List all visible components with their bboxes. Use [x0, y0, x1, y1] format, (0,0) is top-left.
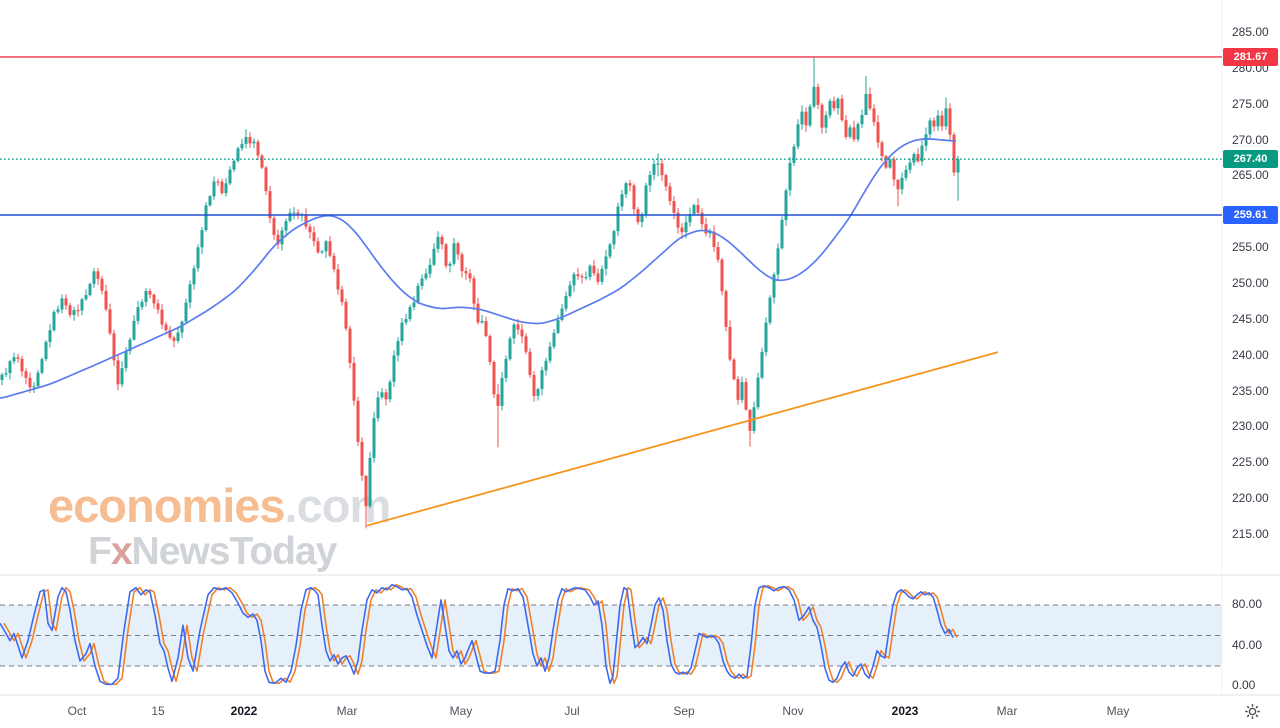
ascending-trendline[interactable] [366, 351, 999, 527]
time-axis-label: Oct [67, 704, 87, 718]
price-axis-label: 275.00 [1232, 96, 1269, 111]
price-axis-label: 215.00 [1232, 526, 1269, 541]
indicator-axis-label: 0.00 [1232, 678, 1256, 693]
price-badge: 281.67 [1223, 47, 1278, 66]
time-axis-label: 2022 [230, 704, 258, 718]
price-axis-label: 245.00 [1232, 311, 1269, 326]
price-axis-label: 250.00 [1232, 275, 1269, 290]
time-axis-label: May [1106, 704, 1130, 718]
time-axis-label: Mar [336, 704, 358, 718]
price-badge: 259.61 [1223, 206, 1278, 225]
time-axis-label: Nov [782, 704, 804, 718]
time-axis-label: 2023 [891, 704, 919, 718]
time-axis-label: Jul [564, 704, 580, 718]
price-axis-label: 265.00 [1232, 168, 1269, 183]
time-axis-label: May [449, 704, 473, 718]
price-axis-label: 235.00 [1232, 383, 1269, 398]
time-axis-settings-gear-icon[interactable] [1244, 703, 1261, 720]
price-axis-label: 230.00 [1232, 419, 1269, 434]
price-axis-label: 270.00 [1232, 132, 1269, 147]
time-axis-label: Mar [996, 704, 1018, 718]
time-axis-label: 15 [151, 704, 165, 718]
price-axis-label: 285.00 [1232, 25, 1269, 39]
oscillator-main-line [0, 583, 954, 686]
indicator-axis-label: 40.00 [1232, 637, 1263, 652]
time-axis-label: Sep [673, 704, 695, 718]
price-axis-label: 220.00 [1232, 491, 1269, 506]
moving-average-line [0, 138, 957, 399]
price-badge: 267.40 [1223, 150, 1278, 169]
price-axis-label: 240.00 [1232, 347, 1269, 362]
price-axis-label: 225.00 [1232, 455, 1269, 470]
indicator-axis-label: 80.00 [1232, 597, 1263, 611]
candlestick-series [0, 57, 960, 529]
price-axis-label: 255.00 [1232, 240, 1269, 255]
